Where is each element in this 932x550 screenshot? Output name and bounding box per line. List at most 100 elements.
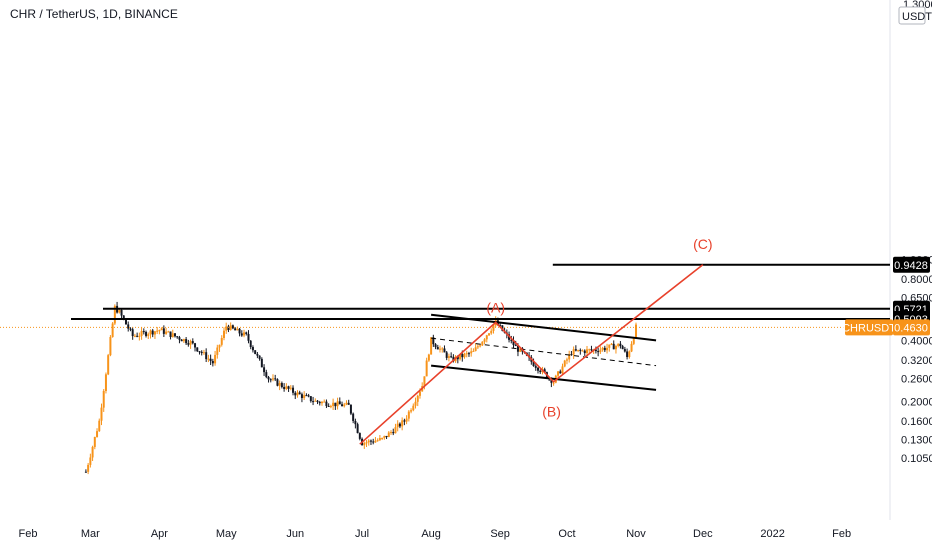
candle-body <box>276 379 279 386</box>
candle-body <box>572 349 575 355</box>
candle-body <box>343 404 346 407</box>
candle-body <box>430 337 433 355</box>
candle-body <box>574 349 577 351</box>
candle-body <box>603 347 606 351</box>
candle-body <box>378 438 381 441</box>
candle-body <box>258 355 261 359</box>
candle-body <box>194 343 197 348</box>
candle-body <box>327 405 330 407</box>
candle-body <box>617 343 620 346</box>
candle-body <box>96 431 99 437</box>
candle-body <box>459 354 462 360</box>
candle-body <box>369 440 372 442</box>
candle-body <box>479 345 482 347</box>
candle-body <box>202 352 205 354</box>
candle-body <box>450 356 453 358</box>
candle-body <box>89 457 92 465</box>
candle-body <box>285 386 288 389</box>
candle-body <box>133 335 136 337</box>
candle-body <box>305 395 308 397</box>
x-tick-label: Oct <box>558 528 575 540</box>
candle-body <box>374 440 377 443</box>
candle-body <box>214 354 217 364</box>
candle-body <box>263 367 266 373</box>
candle-body <box>156 330 159 332</box>
candle-body <box>610 343 613 345</box>
candle-body <box>160 328 163 331</box>
candle-body <box>568 354 571 360</box>
x-tick-label: Sep <box>490 528 510 540</box>
x-tick-label: Apr <box>151 528 168 540</box>
candle-body <box>432 337 435 345</box>
x-tick-label: May <box>216 528 237 540</box>
candle-body <box>481 341 484 346</box>
candle-body <box>182 339 185 342</box>
y-tick-label: 0.3200 <box>901 355 932 367</box>
x-tick-label: Feb <box>832 528 851 540</box>
candle-body <box>247 333 250 341</box>
candle-body <box>292 387 295 393</box>
candle-body <box>418 391 421 396</box>
candle-body <box>414 401 417 406</box>
candle-body <box>334 402 337 407</box>
candle-body <box>300 394 303 399</box>
candle-body <box>427 354 430 361</box>
candle-body <box>352 413 355 421</box>
candle-body <box>436 347 439 350</box>
candle-body <box>240 333 243 336</box>
candle-body <box>140 331 143 336</box>
candle-body <box>537 367 540 371</box>
candle-body <box>410 410 413 412</box>
y-tick-label: 0.1600 <box>901 416 932 428</box>
candle-body <box>383 435 386 438</box>
candle-body <box>445 352 448 358</box>
candle-body <box>452 357 455 362</box>
candle-body <box>586 349 589 354</box>
candle-body <box>519 348 522 352</box>
candle-body <box>329 406 332 408</box>
candle-body <box>416 395 419 402</box>
candle-body <box>127 324 130 329</box>
candle-body <box>425 360 428 377</box>
candle-body <box>129 328 132 330</box>
candle-body <box>539 370 542 373</box>
candle-body <box>298 392 301 395</box>
x-tick-label: Feb <box>19 528 38 540</box>
candle-body <box>376 440 379 442</box>
candle-body <box>216 347 219 355</box>
candle-body <box>180 339 183 342</box>
candle-body <box>467 353 470 355</box>
candle-body <box>632 337 635 344</box>
candle-body <box>514 345 517 347</box>
candle-body <box>256 353 259 356</box>
candle-body <box>274 378 277 380</box>
candle-body <box>599 349 602 353</box>
candle-body <box>341 404 344 407</box>
candle-body <box>145 331 148 336</box>
candle-body <box>626 351 629 358</box>
chart-title: CHR / TetherUS, 1D, BINANCE <box>10 7 178 21</box>
candle-body <box>628 351 631 358</box>
candle-body <box>394 427 397 434</box>
candle-body <box>412 405 415 411</box>
candle-body <box>423 376 426 386</box>
candle-body <box>254 350 257 354</box>
candle-body <box>205 352 208 360</box>
candle-body <box>614 345 617 350</box>
candle-body <box>120 309 123 316</box>
candle-body <box>552 382 555 384</box>
candle-body <box>590 349 593 351</box>
candle-body <box>483 339 486 342</box>
candle-body <box>347 402 350 405</box>
candle-body <box>492 325 495 331</box>
y-tick-label: 0.2000 <box>901 396 932 408</box>
candle-body <box>441 348 444 350</box>
y-tick-label: 0.1300 <box>901 434 932 446</box>
candle-body <box>577 349 580 351</box>
candle-body <box>470 351 473 354</box>
candle-body <box>289 387 292 389</box>
candle-body <box>118 309 121 313</box>
